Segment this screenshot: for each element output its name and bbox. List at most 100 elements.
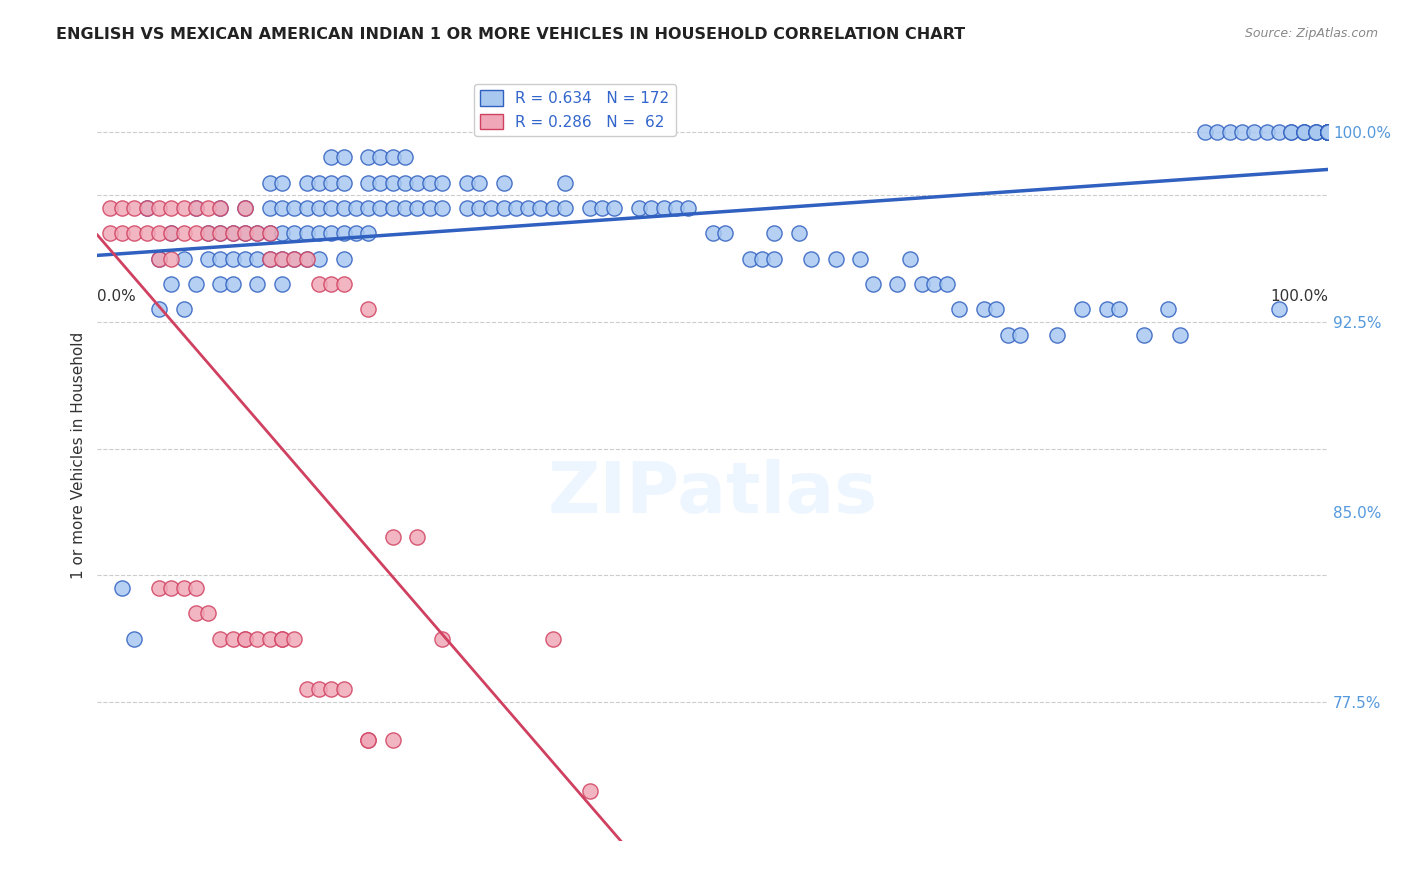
Point	[197, 201, 219, 215]
Point	[283, 201, 305, 215]
Point	[135, 226, 157, 240]
Point	[1268, 125, 1291, 139]
Point	[935, 277, 957, 291]
Point	[1095, 302, 1118, 317]
Point	[419, 201, 441, 215]
Point	[1071, 302, 1094, 317]
Point	[222, 226, 245, 240]
Point	[209, 226, 232, 240]
Point	[1219, 125, 1241, 139]
Point	[321, 682, 343, 697]
Point	[332, 277, 354, 291]
Point	[984, 302, 1007, 317]
Point	[344, 201, 367, 215]
Point	[591, 201, 613, 215]
Point	[394, 150, 416, 164]
Point	[1317, 125, 1340, 139]
Point	[1317, 125, 1340, 139]
Point	[160, 201, 183, 215]
Point	[148, 581, 170, 595]
Point	[233, 632, 256, 646]
Text: Source: ZipAtlas.com: Source: ZipAtlas.com	[1244, 27, 1378, 40]
Point	[197, 226, 219, 240]
Point	[492, 201, 515, 215]
Point	[456, 176, 478, 190]
Point	[332, 252, 354, 266]
Point	[1317, 125, 1340, 139]
Point	[1157, 302, 1180, 317]
Point	[1317, 125, 1340, 139]
Point	[468, 176, 491, 190]
Point	[173, 302, 195, 317]
Point	[295, 252, 318, 266]
Y-axis label: 1 or more Vehicles in Household: 1 or more Vehicles in Household	[72, 331, 86, 579]
Point	[148, 252, 170, 266]
Point	[135, 201, 157, 215]
Point	[321, 277, 343, 291]
Point	[209, 201, 232, 215]
Point	[702, 226, 724, 240]
Point	[1305, 125, 1327, 139]
Point	[541, 201, 564, 215]
Point	[1305, 125, 1327, 139]
Point	[233, 226, 256, 240]
Point	[554, 201, 576, 215]
Point	[321, 201, 343, 215]
Point	[800, 252, 823, 266]
Point	[1317, 125, 1340, 139]
Point	[370, 176, 392, 190]
Point	[406, 176, 429, 190]
Text: ENGLISH VS MEXICAN AMERICAN INDIAN 1 OR MORE VEHICLES IN HOUSEHOLD CORRELATION C: ENGLISH VS MEXICAN AMERICAN INDIAN 1 OR …	[56, 27, 966, 42]
Point	[394, 176, 416, 190]
Point	[1292, 125, 1315, 139]
Point	[160, 226, 183, 240]
Point	[173, 226, 195, 240]
Point	[997, 327, 1019, 342]
Point	[554, 176, 576, 190]
Point	[357, 302, 380, 317]
Point	[787, 226, 810, 240]
Point	[370, 201, 392, 215]
Text: 100.0%: 100.0%	[1270, 289, 1329, 304]
Point	[271, 176, 294, 190]
Point	[344, 226, 367, 240]
Point	[1256, 125, 1278, 139]
Point	[233, 201, 256, 215]
Point	[1317, 125, 1340, 139]
Point	[676, 201, 699, 215]
Point	[209, 226, 232, 240]
Point	[1317, 125, 1340, 139]
Point	[271, 632, 294, 646]
Point	[148, 252, 170, 266]
Point	[98, 201, 121, 215]
Point	[173, 201, 195, 215]
Point	[381, 150, 404, 164]
Point	[246, 226, 269, 240]
Point	[246, 632, 269, 646]
Point	[332, 226, 354, 240]
Point	[222, 277, 245, 291]
Point	[640, 201, 662, 215]
Point	[751, 252, 773, 266]
Point	[197, 226, 219, 240]
Point	[1317, 125, 1340, 139]
Point	[419, 176, 441, 190]
Point	[1194, 125, 1216, 139]
Point	[184, 607, 207, 621]
Point	[381, 733, 404, 747]
Point	[184, 201, 207, 215]
Point	[406, 201, 429, 215]
Point	[1317, 125, 1340, 139]
Point	[332, 176, 354, 190]
Point	[529, 201, 551, 215]
Point	[184, 581, 207, 595]
Point	[948, 302, 970, 317]
Point	[233, 226, 256, 240]
Point	[578, 201, 600, 215]
Point	[148, 201, 170, 215]
Point	[1317, 125, 1340, 139]
Point	[308, 252, 330, 266]
Point	[308, 682, 330, 697]
Point	[381, 530, 404, 544]
Point	[332, 201, 354, 215]
